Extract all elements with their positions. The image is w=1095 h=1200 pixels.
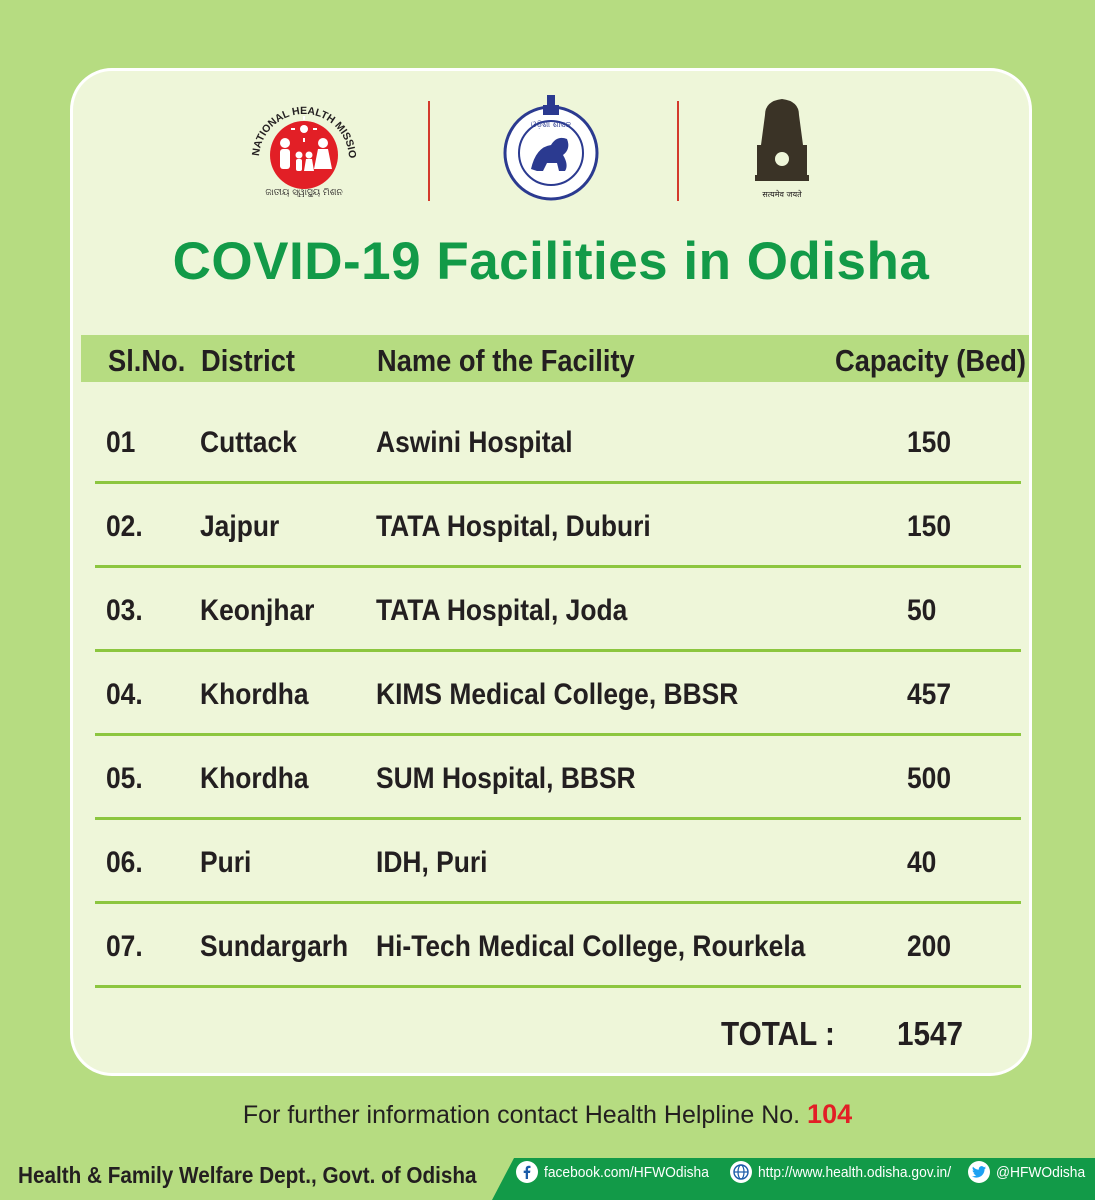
cell-facility: TATA Hospital, Duburi xyxy=(376,510,651,543)
cell-slno: 01 xyxy=(106,426,136,459)
logo-divider xyxy=(677,101,679,201)
footer: Health & Family Welfare Dept., Govt. of … xyxy=(0,1150,1095,1200)
facebook-link[interactable]: facebook.com/HFWOdisha xyxy=(516,1161,723,1183)
header-slno: Sl.No. xyxy=(108,343,186,378)
helpline-info: For further information contact Health H… xyxy=(0,1099,1095,1130)
cell-capacity: 500 xyxy=(907,762,952,795)
national-emblem-logo: सत्यमेव जयते xyxy=(755,99,809,199)
cell-slno: 03. xyxy=(106,594,143,627)
cell-capacity: 40 xyxy=(907,846,937,879)
table-row: 02. Jajpur TATA Hospital, Duburi 150 xyxy=(73,483,1029,567)
cell-capacity: 200 xyxy=(907,930,952,963)
svg-text:सत्यमेव जयते: सत्यमेव जयते xyxy=(762,189,802,199)
twitter-link[interactable]: @HFWOdisha xyxy=(968,1161,1093,1183)
cell-slno: 04. xyxy=(106,678,143,711)
helpline-number: 104 xyxy=(807,1099,853,1129)
svg-text:ଜାତୀୟ ସ୍ୱାସ୍ଥ୍ୟ ମିଶନ: ଜାତୀୟ ସ୍ୱାସ୍ଥ୍ୟ ମିଶନ xyxy=(265,187,342,197)
table-row: 01 Cuttack Aswini Hospital 150 xyxy=(73,399,1029,483)
table-row: 06. Puri IDH, Puri 40 xyxy=(73,819,1029,903)
header-district: District xyxy=(201,343,295,378)
social-bar xyxy=(492,1158,1095,1200)
row-divider xyxy=(95,565,1021,568)
cell-district: Keonjhar xyxy=(200,594,315,627)
cell-facility: KIMS Medical College, BBSR xyxy=(376,678,739,711)
header-capacity: Capacity (Bed) xyxy=(835,343,1027,378)
cell-slno: 07. xyxy=(106,930,143,963)
cell-facility: Hi-Tech Medical College, Rourkela xyxy=(376,930,806,963)
cell-capacity: 150 xyxy=(907,510,952,543)
website-link[interactable]: http://www.health.odisha.gov.in/ xyxy=(730,1161,968,1183)
table-row: 07. Sundargarh Hi-Tech Medical College, Ro… xyxy=(73,903,1029,987)
row-divider xyxy=(95,481,1021,484)
cell-district: Sundargarh xyxy=(200,930,349,963)
header-facility: Name of the Facility xyxy=(377,343,635,378)
logo-strip: NATIONAL HEALTH MISSION ଜାତୀୟ ସ୍ୱାସ୍ଥ୍ୟ … xyxy=(73,71,1029,281)
svg-text:ଓଡ଼ିଶା ଶାସନ: ଓଡ଼ିଶା ଶାସନ xyxy=(531,120,572,129)
table-row: 03. Keonjhar TATA Hospital, Joda 50 xyxy=(73,567,1029,651)
cell-district: Puri xyxy=(200,846,252,879)
globe-icon xyxy=(730,1161,752,1183)
odisha-govt-logo: ଓଡ଼ିଶା ଶାସନ xyxy=(503,95,599,201)
cell-district: Cuttack xyxy=(200,426,297,459)
cell-facility: TATA Hospital, Joda xyxy=(376,594,628,627)
dept-name: Health & Family Welfare Dept., Govt. of … xyxy=(18,1162,477,1188)
page-title: COVID-19 Facilities in Odisha xyxy=(172,232,930,291)
total-label: TOTAL : xyxy=(721,1015,835,1052)
facilities-card: NATIONAL HEALTH MISSION ଜାତୀୟ ସ୍ୱାସ୍ଥ୍ୟ … xyxy=(70,68,1032,1076)
row-divider xyxy=(95,649,1021,652)
logo-divider xyxy=(428,101,430,201)
facebook-icon xyxy=(516,1161,538,1183)
cell-district: Jajpur xyxy=(200,510,280,543)
cell-facility: IDH, Puri xyxy=(376,846,488,879)
cell-capacity: 50 xyxy=(907,594,937,627)
row-divider xyxy=(95,733,1021,736)
row-divider xyxy=(95,985,1021,988)
nhm-logo: NATIONAL HEALTH MISSION ଜାତୀୟ ସ୍ୱାସ୍ଥ୍ୟ … xyxy=(239,97,358,197)
total-value: 1547 xyxy=(897,1015,964,1052)
twitter-icon xyxy=(968,1161,990,1183)
table-header: Sl.No. District Name of the Facility Cap… xyxy=(81,335,1029,382)
cell-district: Khordha xyxy=(200,762,309,795)
cell-capacity: 457 xyxy=(907,678,952,711)
table-row: 04. Khordha KIMS Medical College, BBSR 457 xyxy=(73,651,1029,735)
cell-slno: 06. xyxy=(106,846,143,879)
row-divider xyxy=(95,901,1021,904)
cell-facility: SUM Hospital, BBSR xyxy=(376,762,636,795)
helpline-text: For further information contact Health H… xyxy=(242,1101,801,1129)
row-divider xyxy=(95,817,1021,820)
cell-facility: Aswini Hospital xyxy=(376,426,573,459)
cell-slno: 02. xyxy=(106,510,143,543)
table-row: 05. Khordha SUM Hospital, BBSR 500 xyxy=(73,735,1029,819)
cell-slno: 05. xyxy=(106,762,143,795)
cell-district: Khordha xyxy=(200,678,309,711)
cell-capacity: 150 xyxy=(907,426,952,459)
